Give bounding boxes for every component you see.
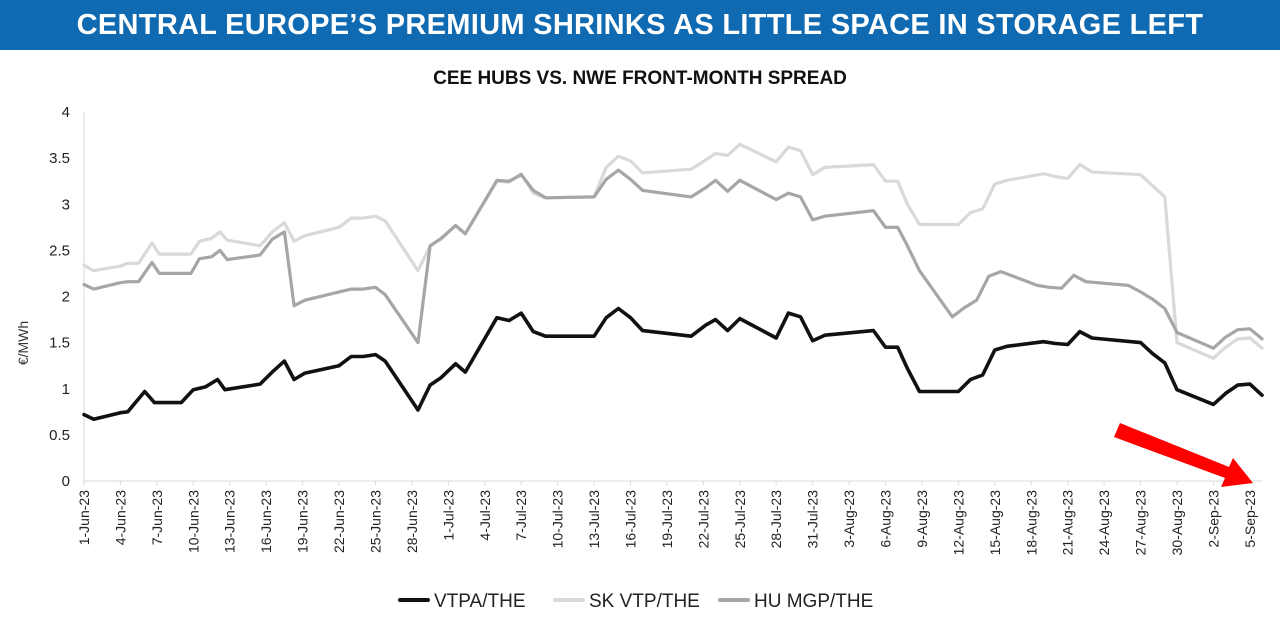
x-tick-label: 30-Aug-23	[1169, 490, 1185, 556]
legend-label: SK VTP/THE	[589, 591, 700, 612]
x-tick-label: 22-Jun-23	[331, 490, 347, 553]
x-tick-label: 13-Jun-23	[222, 490, 238, 553]
x-tick-label: 25-Jun-23	[367, 490, 383, 553]
legend-label: HU MGP/THE	[754, 591, 873, 612]
y-tick-label: 3.5	[49, 150, 70, 167]
x-tick-label: 5-Sep-23	[1242, 490, 1258, 548]
x-tick-label: 4-Jun-23	[112, 490, 128, 545]
x-tick-label: 10-Jul-23	[550, 490, 566, 549]
x-tick-label: 7-Jul-23	[513, 490, 529, 541]
x-tick-label: 19-Jun-23	[295, 490, 311, 553]
y-tick-label: 1.5	[49, 335, 70, 352]
x-tick-label: 25-Jul-23	[732, 490, 748, 549]
x-tick-labels: 1-Jun-23 4-Jun-23 7-Jun-23 10-Jun-23 13-Jun-…	[76, 490, 1280, 556]
y-tick-label: 4	[62, 104, 70, 121]
trend-arrow	[1114, 423, 1253, 487]
x-tick-label: 21-Aug-23	[1060, 490, 1076, 556]
y-axis-label: €/MWh	[15, 321, 31, 365]
x-tick-label: 7-Jun-23	[149, 490, 165, 545]
y-tick-label: 2.5	[49, 242, 70, 259]
x-tick-label: 24-Aug-23	[1096, 490, 1112, 556]
x-tick-label: 6-Aug-23	[878, 490, 894, 548]
x-tick-label: 31-Jul-23	[805, 490, 821, 549]
y-tick-label: 0.5	[49, 427, 70, 444]
x-tick-label: 1-Jun-23	[76, 490, 92, 545]
chart-title: CEE HUBS VS. NWE FRONT-MONTH SPREAD	[433, 68, 847, 89]
x-tick-label: 16-Jun-23	[258, 490, 274, 553]
axes	[83, 112, 1262, 485]
x-tick-label: 16-Jul-23	[622, 490, 638, 549]
x-tick-label: 9-Aug-23	[914, 490, 930, 548]
legend-label: VTPA/THE	[434, 591, 526, 612]
series-lines	[82, 142, 1264, 421]
y-tick-label: 0	[62, 473, 70, 490]
series-line-hu-mgp-the	[82, 168, 1264, 350]
x-tick-label: 27-Aug-23	[1133, 490, 1149, 556]
x-tick-label: 8-Sep-23	[1278, 490, 1280, 548]
x-tick-label: 22-Jul-23	[695, 490, 711, 549]
x-tick-label: 4-Jul-23	[477, 490, 493, 541]
y-tick-label: 1	[62, 381, 70, 398]
x-tick-label: 13-Jul-23	[586, 490, 602, 549]
y-tick-labels: 0 0.5 1 1.5 2 2.5 3 3.5 4	[49, 104, 70, 490]
x-tick-label: 28-Jul-23	[768, 490, 784, 549]
y-tick-label: 2	[62, 289, 70, 306]
legend: VTPA/THE SK VTP/THE HU MGP/THE	[398, 591, 873, 612]
series-line-vtpa-the	[82, 306, 1264, 421]
x-tick-label: 10-Jun-23	[185, 490, 201, 553]
x-tick-label: 3-Aug-23	[841, 490, 857, 548]
chart-area: CEE HUBS VS. NWE FRONT-MONTH SPREAD €/MW…	[15, 68, 1280, 612]
x-tick-label: 12-Aug-23	[950, 490, 966, 556]
x-tick-label: 15-Aug-23	[987, 490, 1003, 556]
banner-title: CENTRAL EUROPE’S PREMIUM SHRINKS AS LITT…	[0, 0, 1280, 50]
x-tick-label: 28-Jun-23	[404, 490, 420, 553]
y-tick-label: 3	[62, 196, 70, 213]
x-tick-label: 1-Jul-23	[440, 490, 456, 541]
x-tick-label: 2-Sep-23	[1205, 490, 1221, 548]
series-line-sk-vtp-the	[82, 142, 1264, 360]
x-tick-label: 18-Aug-23	[1023, 490, 1039, 556]
x-tick-label: 19-Jul-23	[659, 490, 675, 549]
